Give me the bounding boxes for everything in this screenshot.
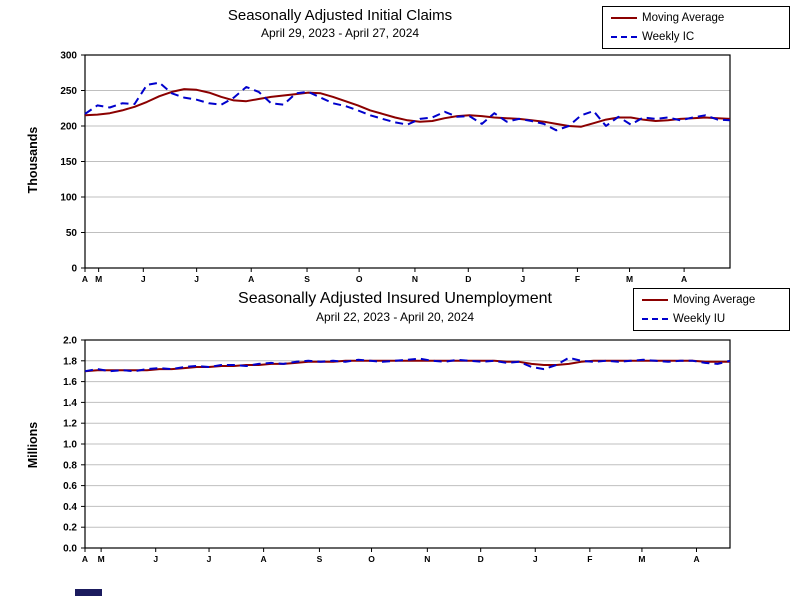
svg-text:S: S (317, 554, 323, 564)
svg-text:A: A (248, 274, 254, 284)
legend-entry-moving-average: Moving Average (642, 294, 781, 307)
svg-text:0.0: 0.0 (63, 544, 77, 555)
svg-text:1.0: 1.0 (63, 440, 77, 451)
svg-text:J: J (153, 554, 158, 564)
svg-text:1.6: 1.6 (63, 377, 77, 388)
svg-text:F: F (575, 274, 580, 284)
initial-claims-chart: Seasonally Adjusted Initial Claims April… (0, 0, 790, 290)
svg-text:S: S (304, 274, 310, 284)
chart-subtitle: April 29, 2023 - April 27, 2024 (260, 26, 420, 40)
svg-text:J: J (141, 274, 146, 284)
svg-text:0.4: 0.4 (63, 502, 77, 513)
svg-text:1.2: 1.2 (63, 419, 77, 430)
chart-subtitle: April 22, 2023 - April 20, 2024 (315, 310, 475, 324)
legend-entry-moving-average: Moving Average (611, 12, 781, 25)
svg-text:300: 300 (60, 51, 77, 62)
svg-text:O: O (356, 274, 363, 284)
svg-text:F: F (587, 554, 592, 564)
legend-label: Moving Average (673, 294, 756, 306)
weekly-ic-line-icon (611, 35, 637, 38)
svg-text:M: M (98, 554, 105, 564)
legend-entry-weekly-ic: Weekly IC (611, 31, 781, 44)
svg-text:M: M (95, 274, 102, 284)
svg-text:50: 50 (66, 228, 78, 239)
svg-text:M: M (626, 274, 633, 284)
svg-text:N: N (412, 274, 418, 284)
svg-text:0.6: 0.6 (63, 481, 77, 492)
svg-text:A: A (82, 274, 88, 284)
svg-text:O: O (368, 554, 375, 564)
svg-text:J: J (520, 274, 525, 284)
legend: Moving Average Weekly IC (602, 6, 790, 50)
svg-text:A: A (681, 274, 687, 284)
svg-text:A: A (693, 554, 699, 564)
svg-text:J: J (207, 554, 212, 564)
chart-title: Seasonally Adjusted Initial Claims (227, 7, 453, 24)
svg-text:200: 200 (60, 122, 77, 133)
legend: Moving Average Weekly IU (633, 288, 790, 332)
svg-text:100: 100 (60, 193, 77, 204)
svg-text:A: A (261, 554, 267, 564)
svg-text:0: 0 (71, 264, 77, 275)
moving-average-line-icon (642, 299, 668, 302)
svg-text:2.0: 2.0 (63, 336, 77, 347)
moving-average-line-icon (611, 17, 637, 20)
partial-element-bottom-edge (75, 589, 102, 596)
svg-text:1.4: 1.4 (63, 398, 77, 409)
weekly-iu-line-icon (642, 317, 668, 320)
svg-text:D: D (478, 554, 484, 564)
svg-text:0.2: 0.2 (63, 523, 77, 534)
svg-text:J: J (533, 554, 538, 564)
svg-text:150: 150 (60, 157, 77, 168)
svg-text:250: 250 (60, 86, 77, 97)
svg-text:0.8: 0.8 (63, 460, 77, 471)
legend-label: Weekly IU (673, 312, 726, 325)
svg-text:N: N (424, 554, 430, 564)
chart-title: Seasonally Adjusted Insured Unemployment (238, 290, 552, 307)
insured-unemployment-plot: 0.00.20.40.60.81.01.21.41.61.82.0A M J J A S O… (63, 336, 731, 564)
svg-text:1.8: 1.8 (63, 356, 77, 367)
svg-text:M: M (638, 554, 645, 564)
svg-text:A: A (82, 554, 88, 564)
svg-text:D: D (465, 274, 471, 284)
legend-label: Weekly IC (642, 30, 695, 43)
insured-unemployment-chart: Seasonally Adjusted Insured Unemployment… (0, 285, 790, 590)
legend-label: Moving Average (642, 12, 725, 24)
legend-entry-weekly-iu: Weekly IU (642, 313, 781, 326)
svg-text:J: J (194, 274, 199, 284)
